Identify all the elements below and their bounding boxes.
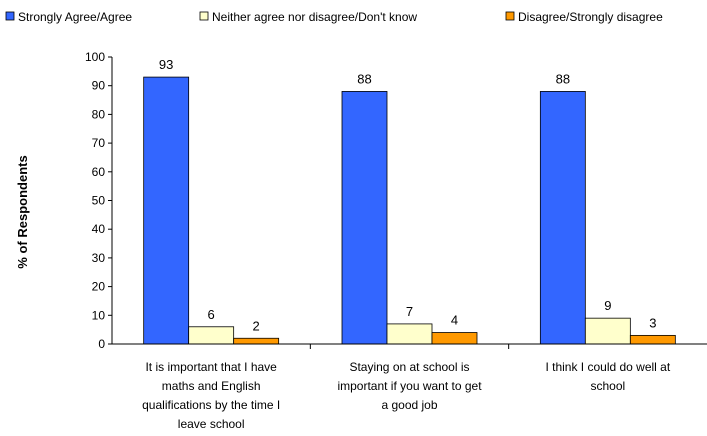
data-label: 93 — [159, 57, 173, 72]
data-label: 4 — [451, 313, 458, 328]
data-label: 9 — [604, 298, 611, 313]
bar — [233, 337, 280, 345]
category-label: I think I could do well at school — [545, 360, 670, 393]
y-tick-label: 70 — [92, 136, 106, 150]
legend-label: Neither agree nor disagree/Don't know — [212, 10, 417, 24]
y-tick-label: 90 — [92, 79, 106, 93]
y-tick-label: 30 — [92, 251, 106, 265]
data-label: 2 — [253, 318, 260, 333]
y-axis: 0 10 20 30 40 50 60 70 80 90 100 — [85, 50, 113, 351]
legend-swatch — [505, 11, 515, 21]
y-tick-label: 100 — [85, 50, 105, 64]
bar — [386, 323, 433, 345]
bar — [584, 317, 631, 345]
data-label: 3 — [649, 315, 656, 330]
bar — [143, 76, 190, 345]
bar — [341, 91, 388, 345]
legend-swatch — [199, 11, 209, 21]
x-axis: It is important that I have maths and Eng… — [112, 343, 707, 431]
y-tick-label: 80 — [92, 107, 106, 121]
data-label: 6 — [208, 307, 215, 322]
category-label: Staying on at school is important if you … — [337, 360, 482, 412]
y-tick-label: 0 — [98, 337, 105, 351]
y-tick-label: 50 — [92, 194, 106, 208]
data-label: 88 — [556, 71, 570, 86]
legend-swatch — [5, 11, 15, 21]
bar — [188, 326, 235, 345]
y-tick-label: 20 — [92, 280, 106, 294]
y-tick-label: 10 — [92, 308, 106, 322]
y-tick-label: 60 — [92, 165, 106, 179]
bar — [629, 334, 676, 345]
legend: Strongly Agree/Agree Neither agree nor di… — [5, 10, 663, 24]
legend-label: Strongly Agree/Agree — [18, 10, 132, 24]
data-label: 88 — [357, 71, 371, 86]
legend-label: Disagree/Strongly disagree — [518, 10, 663, 24]
data-label: 7 — [406, 304, 413, 319]
y-axis-label: % of Respondents — [15, 155, 30, 268]
bar — [431, 332, 478, 345]
y-tick-label: 40 — [92, 222, 106, 236]
category-label: It is important that I have maths and Eng… — [142, 360, 280, 431]
bar — [539, 91, 586, 345]
